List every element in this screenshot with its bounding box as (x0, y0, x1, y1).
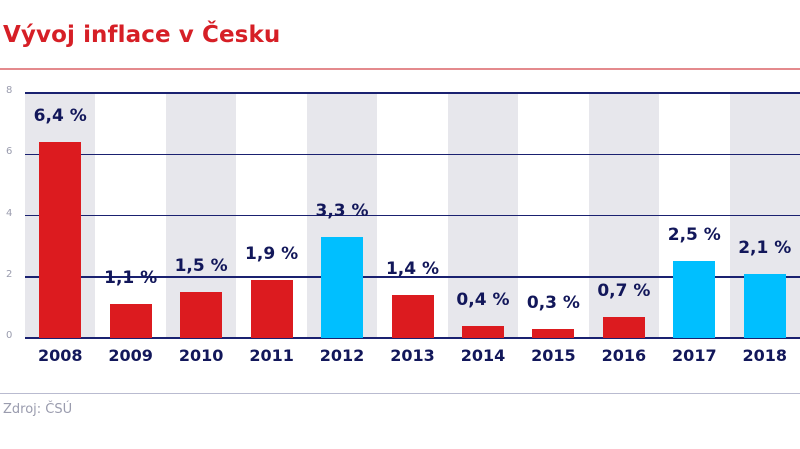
plot-area (25, 92, 800, 339)
footer-divider (0, 393, 800, 394)
x-tick-label: 2012 (319, 346, 365, 365)
gridline (25, 276, 800, 278)
x-tick-label: 2008 (37, 346, 83, 365)
bar-2014 (461, 325, 504, 338)
x-tick-label: 2010 (178, 346, 224, 365)
value-label: 0,7 % (597, 280, 651, 301)
x-tick-label: 2014 (460, 346, 506, 365)
title-divider (0, 68, 800, 70)
bar-2012 (321, 236, 364, 338)
value-label: 2,5 % (667, 225, 721, 246)
value-label: 2,1 % (738, 237, 792, 258)
x-tick-label: 2015 (531, 346, 576, 365)
bar-2009 (109, 304, 152, 338)
y-tick-label: 2 (6, 268, 13, 280)
y-tick-label: 8 (6, 85, 13, 96)
value-label: 1,5 % (174, 256, 228, 277)
value-label: 0,3 % (526, 292, 580, 313)
y-tick-label: 4 (6, 207, 13, 219)
x-tick-label: 2017 (672, 346, 717, 365)
chart-title: Vývoj inflace v Česku (3, 22, 281, 48)
bar-2010 (180, 292, 223, 338)
y-tick-label: 6 (6, 146, 13, 158)
bar-2011 (250, 279, 293, 338)
source-note: Zdroj: ČSÚ (3, 402, 73, 417)
bar-2008 (39, 142, 82, 338)
value-label: 1,1 % (104, 268, 158, 289)
bar-2017 (673, 261, 716, 338)
bar-2018 (743, 273, 786, 338)
value-label: 1,9 % (245, 243, 299, 264)
x-tick-label: 2016 (601, 346, 647, 365)
y-tick-label: 0 (6, 330, 13, 341)
gridline (25, 214, 800, 217)
value-label: 0,4 % (456, 289, 510, 310)
value-label: 1,4 % (385, 259, 440, 280)
bar-2016 (602, 316, 645, 338)
x-tick-label: 2011 (249, 346, 294, 365)
x-tick-label: 2018 (742, 346, 788, 365)
gridline (25, 153, 800, 155)
value-label: 3,3 % (315, 200, 369, 221)
x-tick-label: 2009 (108, 346, 153, 365)
bar-2013 (391, 295, 434, 338)
value-label: 6,4 % (33, 106, 87, 126)
gridline (25, 92, 800, 94)
gridline (25, 337, 800, 339)
bar-2015 (532, 328, 575, 338)
x-tick-label: 2013 (390, 346, 435, 365)
